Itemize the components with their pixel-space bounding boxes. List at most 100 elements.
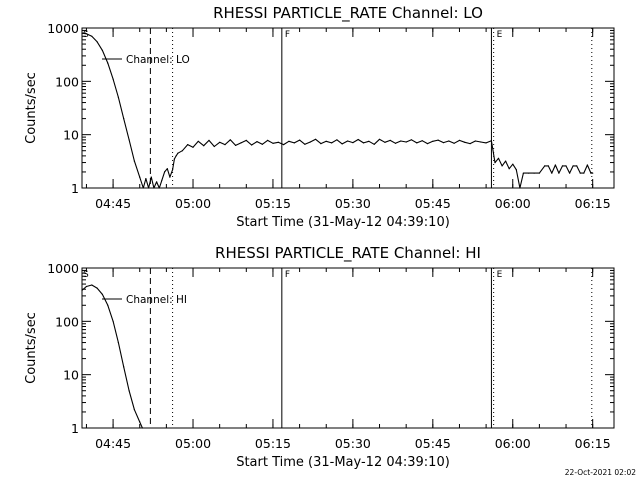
x-tick-label: 06:00: [495, 436, 531, 451]
data-point: [112, 320, 114, 322]
data-point: [544, 165, 546, 167]
x-tick-label: 05:45: [415, 436, 451, 451]
data-point: [362, 142, 365, 144]
data-point: [145, 178, 147, 180]
data-point: [169, 176, 171, 178]
plot-frame: [81, 267, 615, 429]
data-point: [267, 139, 269, 141]
y-tick-label: 100: [55, 74, 79, 89]
data-point: [490, 140, 492, 142]
data-point: [501, 165, 503, 167]
y-tick-label: 1000: [47, 21, 79, 36]
data-point: [341, 143, 343, 145]
data-point: [336, 139, 338, 141]
data-point: [117, 342, 119, 344]
data-point: [579, 172, 581, 174]
data-point: [389, 139, 391, 141]
data-point: [172, 169, 174, 171]
data-point: [133, 160, 135, 162]
x-tick-label: 05:00: [175, 196, 211, 211]
data-point: [192, 146, 194, 148]
marker-label: E: [497, 270, 503, 280]
data-point: [508, 168, 510, 170]
data-point: [288, 140, 290, 142]
data-point: [277, 141, 279, 143]
x-tick-label: 05:00: [175, 436, 211, 451]
data-point: [251, 144, 253, 146]
x-axis-label: Start Time (31-May-12 04:39:10): [236, 215, 450, 230]
data-point: [224, 144, 226, 146]
data-point: [304, 143, 306, 145]
generation-timestamp: 22-Oct-2021 02:02: [564, 468, 636, 477]
marker-label: F: [285, 30, 290, 40]
data-point: [181, 150, 183, 152]
x-tick-label: 06:15: [575, 196, 611, 211]
data-point: [464, 141, 466, 143]
data-point: [505, 160, 507, 162]
data-point: [325, 140, 327, 142]
x-tick-label: 05:15: [255, 196, 291, 211]
data-point: [256, 141, 258, 143]
data-point: [101, 293, 103, 295]
data-point: [538, 172, 541, 174]
y-tick-label: 1000: [47, 261, 79, 276]
data-point: [558, 172, 560, 174]
legend-label: Channel: HI: [126, 294, 187, 306]
data-point: [96, 41, 98, 43]
data-point: [485, 142, 487, 144]
data-point: [432, 140, 434, 142]
data-point: [81, 32, 83, 34]
data-point: [528, 172, 530, 174]
data-point: [173, 158, 175, 160]
series-points: [81, 32, 594, 189]
data-point: [576, 165, 578, 167]
marker-label: F: [285, 270, 290, 280]
data-point: [309, 141, 311, 143]
corner-label: S: [83, 270, 89, 280]
data-point: [368, 140, 370, 142]
data-point: [421, 140, 423, 142]
data-point: [347, 140, 349, 142]
y-tick-label: 1: [71, 421, 79, 436]
data-point: [561, 165, 564, 167]
data-point: [101, 49, 103, 52]
data-point: [480, 141, 482, 143]
data-point: [128, 139, 130, 141]
data-point: [565, 165, 567, 167]
data-point: [437, 139, 439, 141]
data-point: [373, 143, 375, 145]
data-point: [112, 78, 114, 80]
data-point: [161, 179, 163, 181]
data-point: [315, 138, 317, 140]
data-point: [245, 139, 247, 141]
x-tick-label: 05:30: [335, 196, 371, 211]
x-tick-label: 05:15: [255, 436, 291, 451]
data-point: [551, 172, 553, 174]
data-point: [410, 139, 413, 141]
x-tick-label: 06:00: [495, 196, 531, 211]
data-point: [203, 145, 205, 147]
data-point: [139, 421, 141, 423]
chart-title: RHESSI PARTICLE_RATE Channel: HI: [215, 244, 481, 263]
data-point: [453, 142, 455, 144]
data-point: [572, 165, 574, 167]
data-point: [107, 304, 109, 306]
data-point: [394, 142, 397, 144]
legend-label: Channel: LO: [126, 54, 190, 66]
data-point: [158, 187, 160, 189]
data-point: [592, 172, 594, 174]
data-point: [117, 96, 119, 98]
x-tick-label: 05:45: [415, 196, 451, 211]
corner-label: S: [83, 30, 89, 40]
data-point: [547, 165, 549, 167]
y-tick-label: 1: [71, 181, 79, 196]
data-point: [519, 187, 521, 189]
y-tick-label: 100: [55, 314, 79, 329]
data-point: [352, 142, 354, 144]
data-point: [400, 140, 402, 142]
data-point: [219, 141, 221, 143]
data-point: [357, 138, 359, 141]
data-point: [474, 140, 476, 142]
data-point: [91, 35, 93, 37]
